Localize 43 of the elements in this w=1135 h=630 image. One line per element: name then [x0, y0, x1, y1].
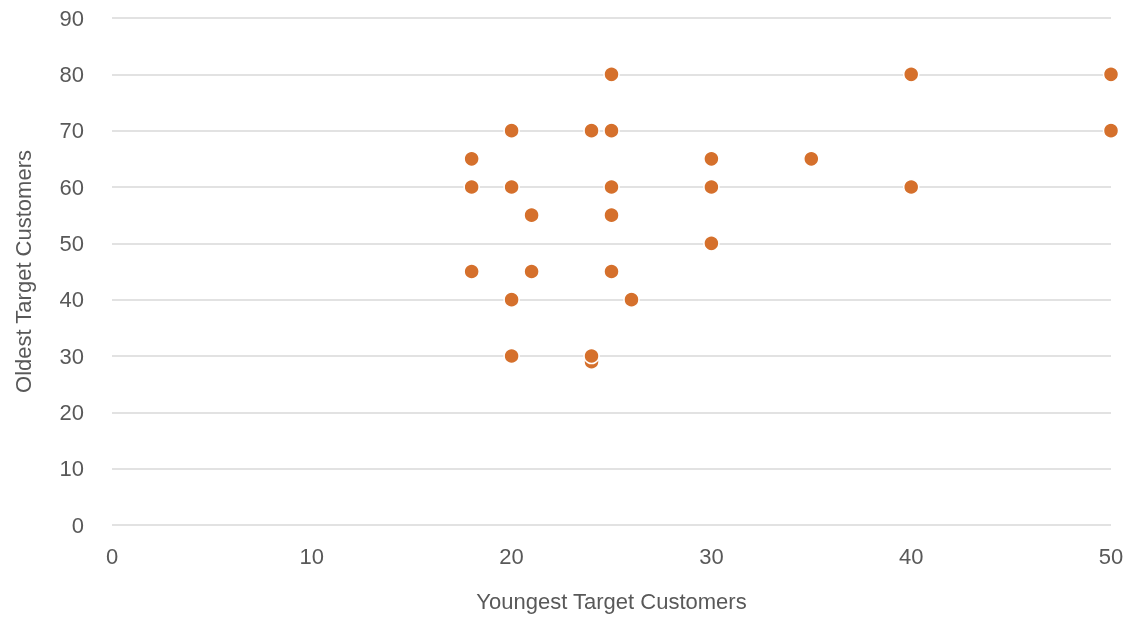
x-tick-label: 50 — [1098, 543, 1124, 569]
y-tick-label: 70 — [59, 118, 84, 144]
x-tick-label: 0 — [105, 543, 119, 569]
point — [523, 263, 540, 280]
x-tick-label: 40 — [898, 543, 924, 569]
point — [902, 178, 920, 196]
point — [603, 206, 620, 224]
point — [1102, 122, 1120, 139]
y-tick-label: 20 — [59, 399, 84, 425]
x-tick-label: 10 — [299, 543, 325, 569]
point — [1102, 66, 1120, 83]
x-tick-label: 30 — [699, 543, 724, 569]
point — [902, 66, 920, 83]
point — [503, 122, 520, 139]
point — [803, 150, 820, 168]
point — [703, 150, 720, 168]
point — [583, 122, 600, 139]
point — [703, 235, 720, 252]
point — [463, 263, 480, 280]
y-axis-title: Oldest Target Customers — [10, 150, 36, 393]
y-tick-label: 30 — [59, 343, 84, 369]
point — [523, 206, 540, 224]
y-tick-label: 90 — [59, 5, 84, 31]
point — [603, 263, 620, 280]
point — [583, 347, 600, 365]
point — [703, 178, 720, 196]
point — [503, 347, 520, 365]
point — [463, 178, 480, 196]
point — [603, 122, 620, 139]
point — [603, 66, 620, 83]
y-tick-label: 40 — [59, 287, 84, 313]
point — [503, 178, 520, 196]
y-tick-label: 0 — [71, 512, 84, 538]
point — [503, 291, 520, 308]
x-tick-label: 20 — [499, 543, 524, 569]
y-tick-label: 10 — [59, 456, 84, 482]
y-tick-label: 80 — [59, 61, 84, 87]
point — [463, 150, 480, 168]
y-tick-label: 60 — [59, 174, 84, 200]
x-axis-title: Youngest Target Customers — [476, 588, 747, 614]
point — [603, 178, 620, 196]
point — [623, 291, 640, 308]
y-tick-label: 50 — [59, 230, 84, 256]
